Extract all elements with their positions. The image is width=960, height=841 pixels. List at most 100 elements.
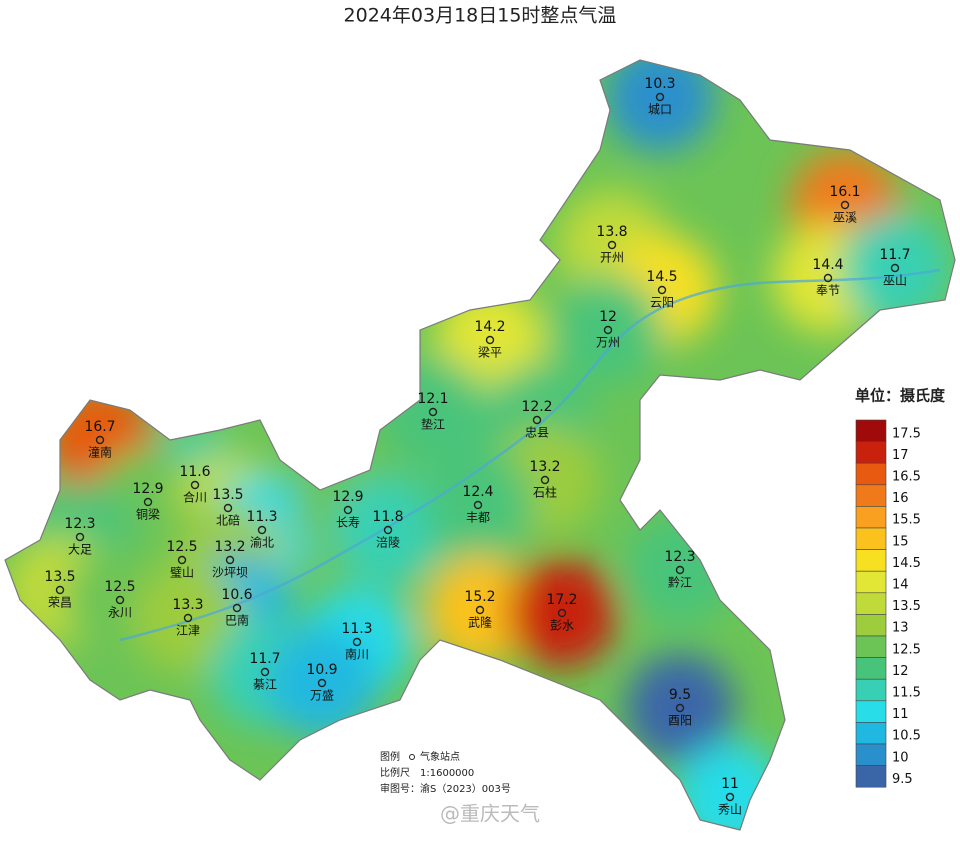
- legend-swatch: [855, 570, 887, 594]
- station-name: 荣昌: [48, 596, 72, 610]
- watermark: @重庆天气: [440, 802, 540, 826]
- station-value: 17.2: [546, 592, 577, 608]
- temperature-blob: [423, 450, 533, 560]
- legend-label: 17: [892, 448, 909, 463]
- station-name: 涪陵: [376, 535, 400, 550]
- station-value: 12.9: [332, 489, 363, 505]
- station-marker: [177, 555, 187, 565]
- station-value: 11.7: [879, 247, 910, 263]
- legend-swatch: [855, 657, 887, 680]
- station-value: 14.4: [812, 257, 843, 273]
- station-marker: [532, 415, 542, 425]
- station-name: 武隆: [468, 615, 492, 630]
- temperature-blob: [333, 475, 443, 585]
- title: 2024年03月18日15时整点气温: [344, 5, 617, 27]
- temperature-blob: [425, 555, 535, 665]
- station-marker: [183, 613, 193, 623]
- station-name: 梁平: [478, 345, 502, 360]
- station-marker: [232, 603, 242, 613]
- legend-label: 12.5: [892, 642, 921, 657]
- legend-swatch: [855, 614, 887, 637]
- station-marker: [890, 263, 900, 273]
- station-marker: [657, 285, 667, 295]
- station-marker: [223, 503, 233, 513]
- temperature-blob: [133, 563, 243, 673]
- legend-label: 13.5: [892, 599, 921, 614]
- station-value: 13.2: [529, 459, 560, 475]
- station-value: 12.5: [166, 539, 197, 555]
- station-name: 云阳: [650, 296, 674, 310]
- station-marker: [95, 435, 105, 445]
- legend-swatch: [855, 419, 887, 442]
- station-marker: [352, 637, 362, 647]
- station-name: 北碚: [216, 513, 240, 528]
- station-name: 渝北: [250, 535, 274, 550]
- station-name: 璧山: [170, 565, 194, 580]
- station-value: 16.1: [829, 184, 860, 200]
- legend-label: 10: [892, 750, 909, 765]
- station-marker: [225, 555, 235, 565]
- station-marker: [603, 325, 613, 335]
- legend-swatch: [855, 592, 887, 615]
- station-name: 彭水: [550, 619, 574, 633]
- station-value: 11.3: [341, 621, 372, 637]
- station-name: 黔江: [668, 575, 692, 590]
- station-name: 大足: [68, 543, 92, 557]
- station-name: 秀山: [718, 803, 742, 817]
- legend-swatch: [855, 527, 887, 550]
- station-value: 12.2: [521, 399, 552, 415]
- station-name: 酉阳: [668, 714, 692, 728]
- station-name: 巫溪: [833, 211, 857, 225]
- station-marker: [725, 792, 735, 802]
- note-scale: 1:1600000: [420, 768, 474, 779]
- station-value: 13.5: [44, 569, 75, 585]
- note-scale-label: 比例尺: [380, 766, 410, 779]
- station-value: 14.2: [474, 319, 505, 335]
- legend-label: 15: [892, 534, 909, 549]
- station-value: 12.1: [417, 391, 448, 407]
- station-name: 奉节: [816, 284, 840, 298]
- station-marker: [675, 565, 685, 575]
- station-value: 11.8: [372, 509, 403, 525]
- temperature-blob: [840, 213, 950, 323]
- station-marker: [823, 273, 833, 283]
- station-name: 江津: [176, 624, 200, 638]
- station-value: 9.5: [669, 687, 691, 703]
- station-marker: [257, 525, 267, 535]
- legend-label: 14: [892, 578, 909, 593]
- station-value: 16.7: [84, 419, 115, 435]
- station-marker: [485, 335, 495, 345]
- station-value: 11.3: [246, 509, 277, 525]
- station-value: 12.3: [64, 516, 95, 532]
- station-name: 丰都: [466, 511, 490, 525]
- note-approval: 审图号：渝S（2023）003号: [380, 782, 511, 795]
- station-value: 14.5: [646, 269, 677, 285]
- station-name: 城口: [648, 103, 672, 117]
- station-name: 垫江: [421, 417, 445, 432]
- station-marker: [260, 667, 270, 677]
- station-name: 开州: [600, 251, 624, 265]
- note-station: 气象站点: [420, 750, 460, 763]
- station-marker: [475, 605, 485, 615]
- station-marker: [607, 240, 617, 250]
- legend-label: 17.5: [892, 426, 921, 441]
- station-marker: [115, 595, 125, 605]
- legend-swatch: [855, 549, 887, 572]
- station-marker: [540, 475, 550, 485]
- station-value: 13.5: [212, 487, 243, 503]
- legend-swatch: [855, 635, 887, 658]
- station-name: 沙坪坝: [212, 566, 248, 580]
- temperature-blob: [625, 515, 735, 625]
- station-name: 万盛: [310, 688, 334, 703]
- station-marker: [55, 585, 65, 595]
- legend-label: 14.5: [892, 556, 921, 571]
- station-value: 10.9: [306, 662, 337, 678]
- legend-label: 13: [892, 621, 909, 636]
- station-marker: [655, 92, 665, 102]
- legend-label: 11.5: [892, 686, 921, 701]
- temperature-blob: [507, 558, 617, 668]
- station-marker: [143, 497, 153, 507]
- station-name: 巴南: [225, 613, 249, 628]
- station-value: 11.7: [249, 651, 280, 667]
